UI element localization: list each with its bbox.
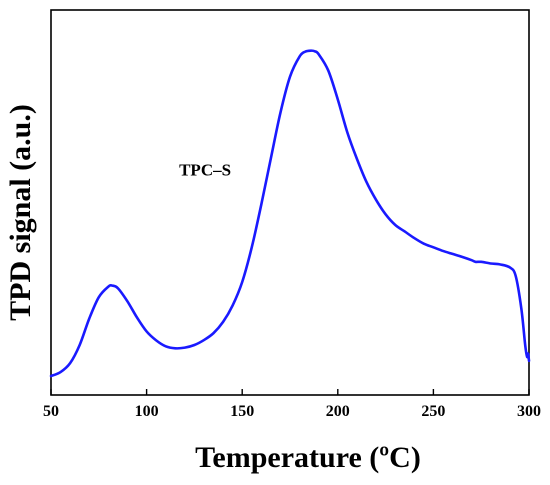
x-axis-title: Temperature (ºC) [195, 441, 421, 474]
x-tick-label: 50 [43, 403, 59, 420]
x-tick-label: 100 [135, 403, 159, 420]
sample-annotation-label: TPC–S [179, 160, 231, 179]
x-tick-label: 150 [230, 403, 254, 420]
x-tick-label: 300 [517, 403, 541, 420]
tpd-series-line [49, 49, 531, 378]
x-tick-label: 250 [421, 403, 445, 420]
plot-frame [50, 9, 530, 396]
x-axis-ticks: 50 100 150 200 250 300 [43, 389, 541, 420]
y-axis-title: TPD signal (a.u.) [4, 104, 37, 321]
x-tick-label: 200 [326, 403, 350, 420]
